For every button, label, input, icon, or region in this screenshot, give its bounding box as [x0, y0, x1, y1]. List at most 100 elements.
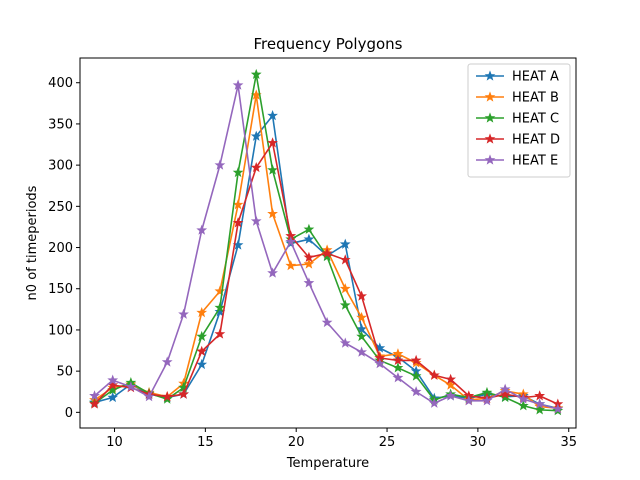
data-point — [445, 373, 457, 384]
legend-label: HEAT B — [512, 91, 559, 106]
data-point — [517, 400, 529, 411]
legend-box — [467, 63, 571, 178]
data-point — [303, 258, 315, 269]
data-point — [339, 283, 351, 294]
legend-label: HEAT A — [512, 70, 559, 85]
y-axis-ticks: 0 50 100 150 200 250 300 350 400 — [48, 76, 80, 421]
data-point — [445, 379, 457, 390]
data-point — [410, 354, 422, 366]
y-axis-label: n0 of timeperiods — [25, 185, 40, 300]
plot-area — [89, 68, 564, 416]
legend-item: HEAT D — [476, 133, 560, 148]
data-point — [285, 236, 297, 247]
x-tick-label: 10 — [106, 435, 123, 450]
data-point — [214, 159, 226, 170]
legend-item: HEAT B — [476, 91, 559, 106]
x-axis-ticks: 10 15 20 25 30 35 — [106, 428, 577, 450]
legend-marker — [484, 154, 496, 165]
data-point — [410, 370, 422, 381]
data-point — [428, 397, 440, 408]
data-point — [356, 346, 367, 357]
data-point — [303, 251, 315, 262]
data-point — [250, 130, 262, 141]
y-tick-label: 300 — [48, 159, 73, 174]
legend-marker — [484, 70, 496, 81]
data-point — [267, 267, 278, 278]
data-point — [196, 224, 208, 235]
x-tick-label: 15 — [197, 435, 214, 450]
data-point — [107, 374, 119, 385]
data-point — [214, 285, 226, 296]
data-point — [339, 254, 351, 265]
data-point — [339, 337, 351, 348]
data-point — [232, 79, 244, 90]
data-point — [321, 247, 333, 258]
data-point — [321, 316, 333, 328]
data-point — [303, 223, 315, 234]
data-point — [339, 299, 351, 310]
data-point — [463, 395, 475, 406]
legend: HEAT A HEAT B HEAT C HEAT D HEAT E — [467, 63, 571, 178]
data-point — [534, 390, 546, 401]
x-axis-label: Temperature — [286, 456, 369, 471]
x-tick-label: 20 — [288, 435, 305, 450]
x-tick-label: 35 — [560, 435, 577, 450]
data-point — [214, 328, 226, 339]
legend-label: HEAT E — [512, 154, 558, 169]
data-point — [267, 208, 278, 219]
y-tick-label: 50 — [56, 365, 73, 380]
data-point — [552, 403, 564, 414]
x-tick-label: 25 — [379, 435, 396, 450]
data-point — [481, 395, 493, 406]
data-point — [428, 369, 440, 380]
data-point — [534, 404, 546, 415]
y-tick-label: 0 — [65, 406, 73, 421]
series-heat-e — [89, 79, 564, 414]
legend-marker — [484, 91, 496, 102]
data-point — [499, 383, 511, 394]
data-point — [303, 233, 315, 244]
axes-frame — [79, 57, 577, 429]
data-point — [161, 356, 173, 367]
data-point — [89, 398, 100, 409]
y-tick-label: 100 — [48, 323, 73, 338]
data-point — [232, 166, 244, 178]
data-point — [356, 311, 367, 323]
data-point — [125, 381, 137, 392]
data-point — [392, 362, 404, 373]
data-point — [196, 330, 208, 342]
data-point — [356, 290, 367, 301]
data-point — [214, 302, 226, 313]
data-point — [161, 391, 173, 402]
legend-marker — [484, 133, 496, 144]
y-tick-label: 250 — [48, 200, 73, 215]
data-point — [517, 393, 529, 404]
data-point — [499, 391, 511, 403]
data-point — [196, 345, 208, 356]
data-point — [410, 386, 422, 397]
data-point — [250, 161, 262, 173]
data-point — [303, 277, 315, 288]
data-point — [267, 110, 278, 121]
data-point — [250, 68, 262, 80]
data-point — [143, 391, 155, 402]
legend-label: HEAT D — [512, 133, 560, 148]
chart-title: Frequency Polygons — [253, 35, 402, 53]
data-point — [285, 260, 297, 271]
y-tick-label: 200 — [48, 241, 73, 256]
data-point — [178, 388, 189, 399]
data-point — [392, 372, 404, 383]
data-point — [196, 358, 208, 370]
legend-marker — [484, 112, 496, 123]
data-point — [534, 398, 546, 409]
data-point — [196, 306, 208, 318]
data-point — [107, 391, 119, 403]
data-point — [499, 388, 511, 399]
legend-item: HEAT C — [476, 112, 559, 127]
y-tick-label: 350 — [48, 117, 73, 132]
data-point — [250, 215, 262, 226]
data-point — [89, 390, 100, 401]
data-point — [445, 390, 457, 401]
data-point — [178, 308, 189, 319]
